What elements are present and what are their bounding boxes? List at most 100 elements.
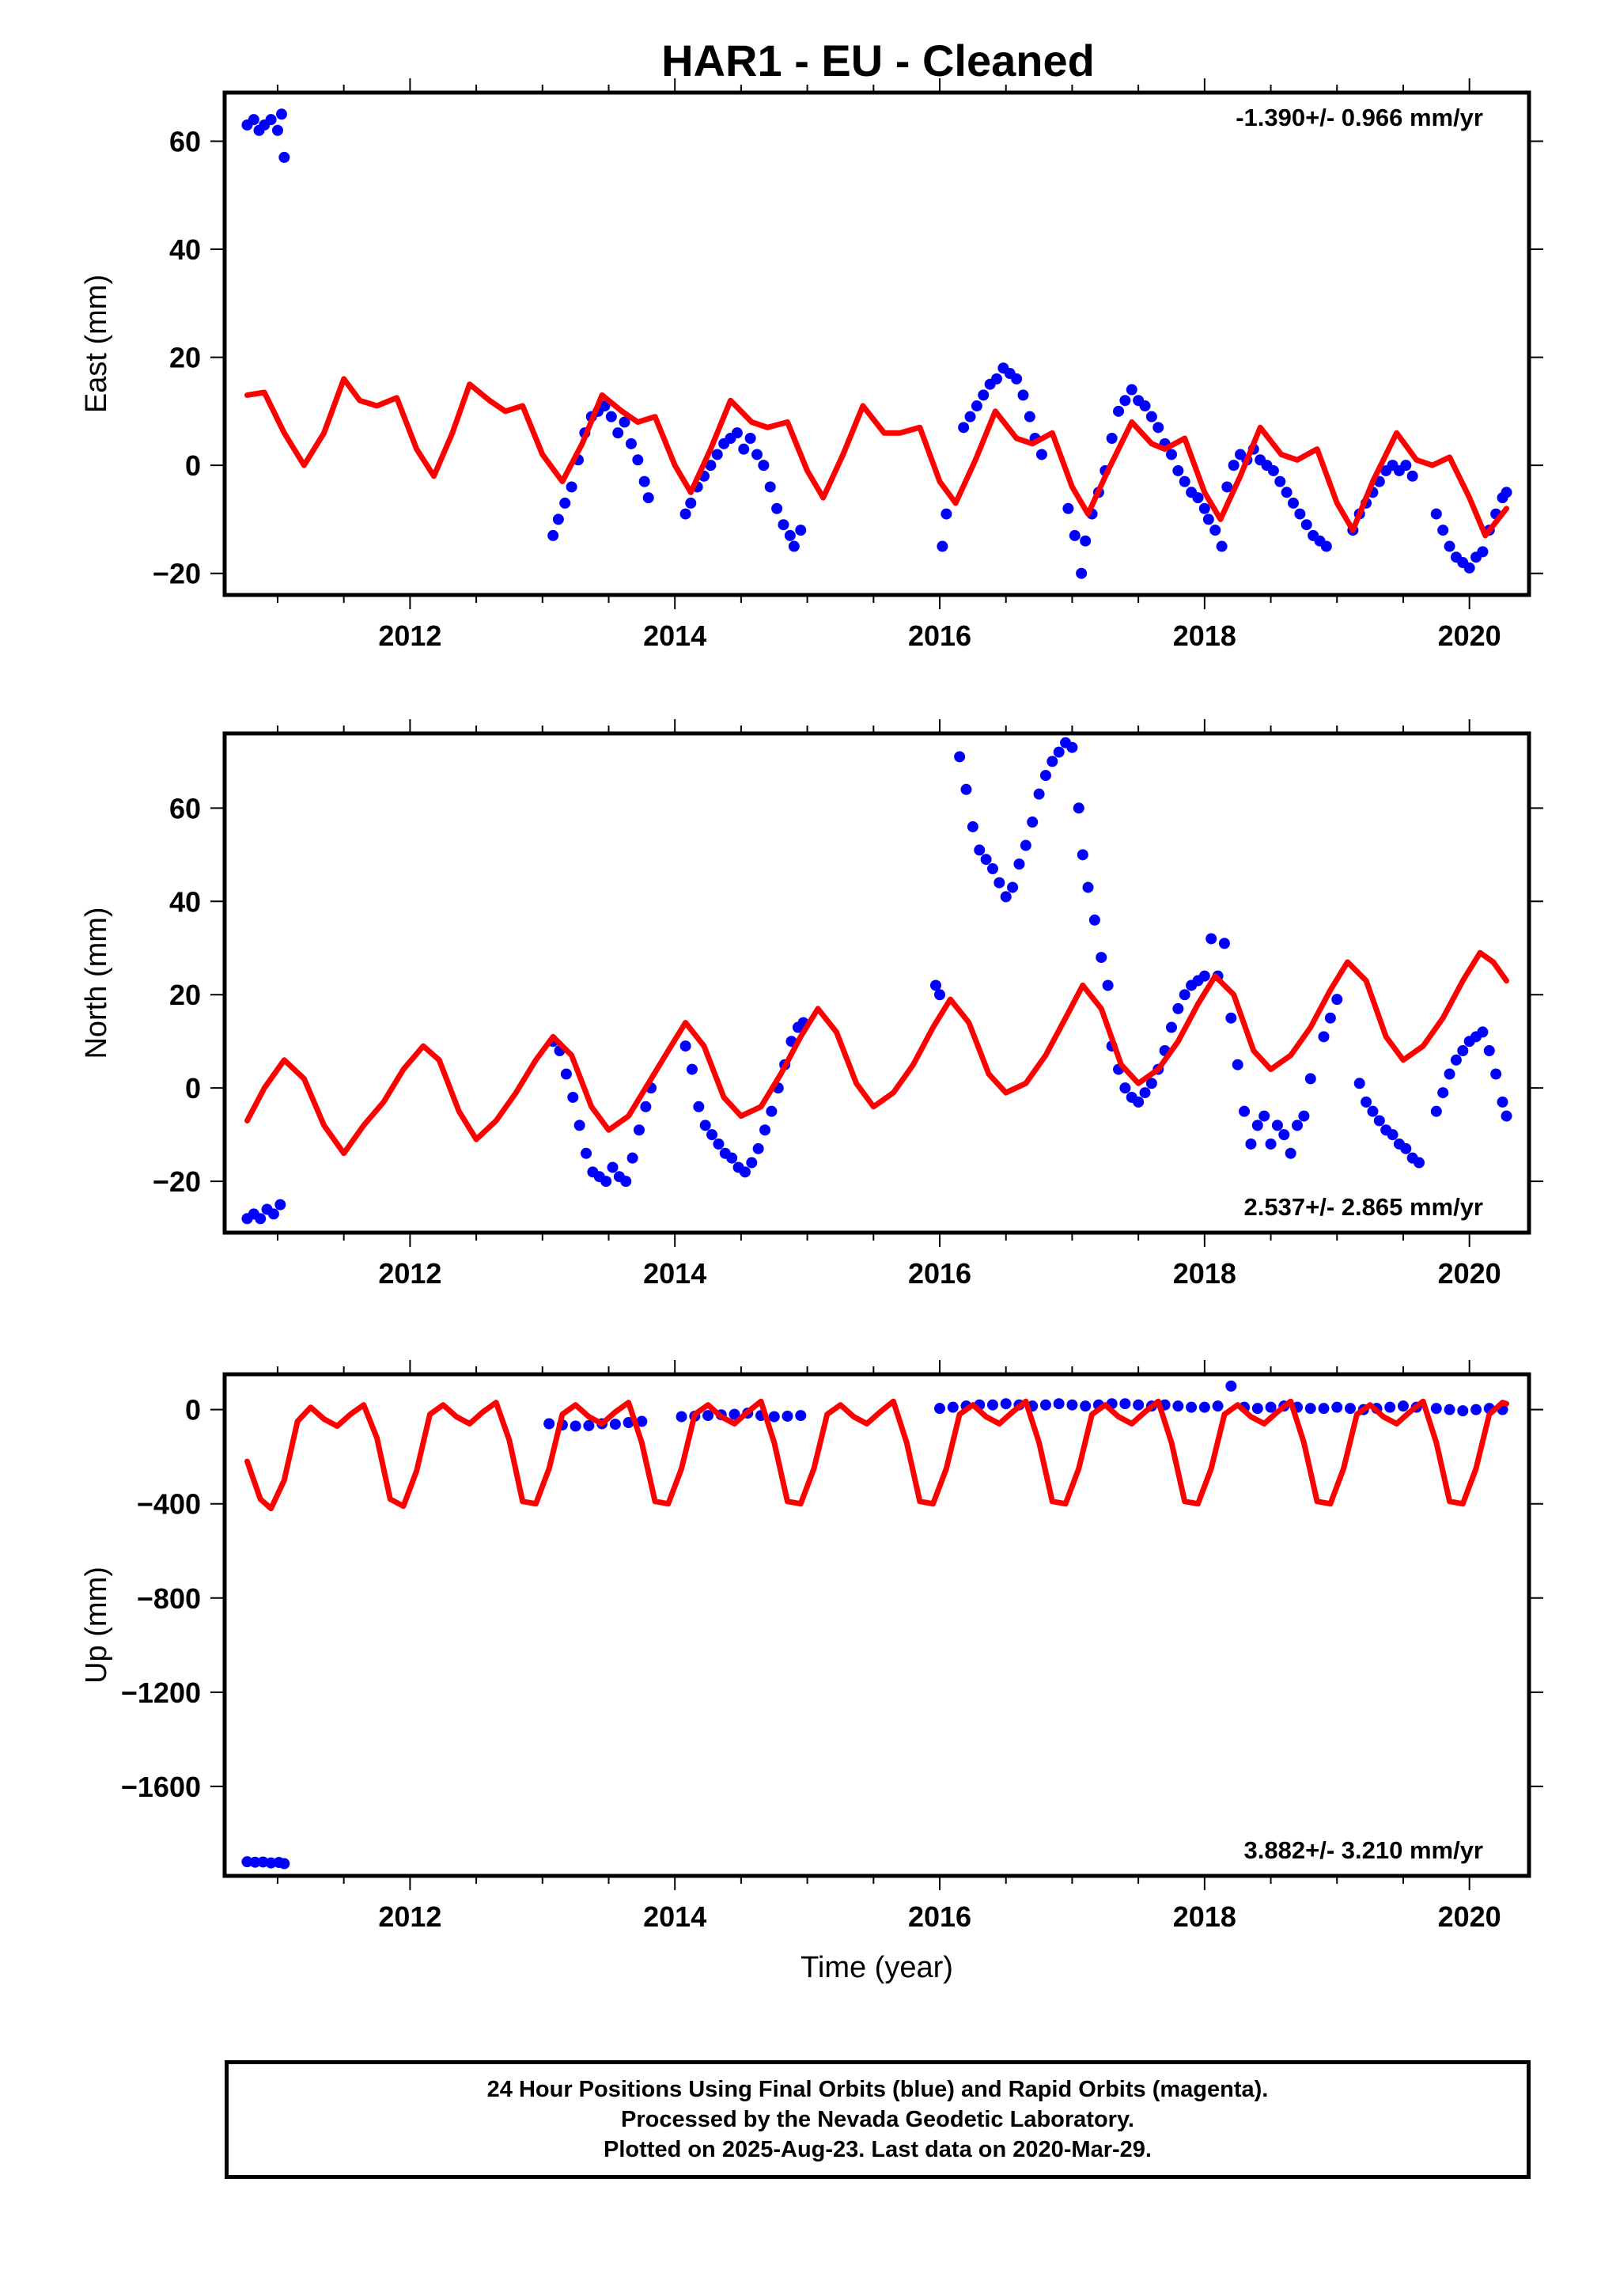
north-x-tick-label: 2016 bbox=[908, 1257, 971, 1290]
north-data-point bbox=[1251, 1120, 1263, 1131]
east-rate-annotation: -1.390+/- 0.966 mm/yr bbox=[1236, 104, 1483, 131]
east-data-point bbox=[1024, 411, 1035, 422]
north-data-point bbox=[1501, 1110, 1512, 1122]
panel-east: 2012 2014 2016 2018 2020 −20 0 20 40 60 East (mm) -… bbox=[80, 78, 1543, 652]
east-data-point bbox=[1192, 492, 1204, 504]
up-data-point bbox=[1318, 1403, 1330, 1415]
east-data-point bbox=[744, 432, 756, 444]
east-y-tick-label: 40 bbox=[169, 233, 201, 266]
east-data-point bbox=[795, 525, 807, 536]
north-y-axis-label: North (mm) bbox=[80, 907, 113, 1059]
east-model-line bbox=[244, 376, 1509, 539]
east-data-point bbox=[1198, 502, 1210, 514]
up-data-point bbox=[609, 1419, 621, 1430]
up-data-point bbox=[1444, 1404, 1455, 1415]
north-data-point bbox=[1450, 1054, 1462, 1066]
east-data-point bbox=[964, 411, 976, 422]
east-data-point bbox=[771, 502, 783, 514]
north-data-point bbox=[994, 877, 1005, 888]
north-data-point bbox=[1278, 1129, 1290, 1141]
north-data-point bbox=[934, 989, 946, 1001]
east-data-point bbox=[638, 475, 650, 487]
north-data-point bbox=[1324, 1012, 1336, 1024]
north-y-tick-label: 0 bbox=[185, 1072, 201, 1104]
north-data-point bbox=[1139, 1087, 1151, 1099]
east-data-point bbox=[1139, 400, 1151, 412]
north-data-point bbox=[1483, 1045, 1495, 1057]
east-data-point bbox=[1267, 464, 1279, 476]
east-y-tick-label: 20 bbox=[169, 342, 201, 374]
north-data-point bbox=[726, 1152, 738, 1164]
east-x-tick-label: 2016 bbox=[908, 619, 971, 652]
up-data-point bbox=[1172, 1400, 1184, 1412]
north-data-point bbox=[1304, 1073, 1316, 1085]
north-x-tick-label: 2014 bbox=[643, 1257, 706, 1290]
north-data-point bbox=[686, 1063, 698, 1075]
east-data-point bbox=[751, 449, 763, 460]
east-data-point bbox=[1501, 487, 1512, 498]
east-data-point bbox=[1300, 519, 1312, 531]
north-data-point bbox=[929, 979, 941, 991]
east-data-point bbox=[278, 151, 290, 163]
east-data-point bbox=[1463, 562, 1475, 574]
north-data-point bbox=[1367, 1105, 1379, 1117]
east-data-point bbox=[547, 529, 559, 541]
east-data-point bbox=[566, 481, 577, 493]
north-data-point bbox=[640, 1101, 652, 1112]
up-data-point bbox=[583, 1419, 595, 1431]
north-data-point bbox=[1007, 881, 1019, 893]
east-data-point bbox=[1320, 540, 1332, 552]
up-data-point bbox=[795, 1410, 807, 1422]
up-data-point bbox=[1397, 1400, 1409, 1412]
north-data-point bbox=[1265, 1138, 1277, 1150]
east-data-point bbox=[1119, 395, 1131, 407]
east-data-point bbox=[937, 540, 948, 552]
east-x-tick-label: 2012 bbox=[378, 619, 441, 652]
up-rate-annotation: 3.882+/- 3.210 mm/yr bbox=[1244, 1836, 1483, 1864]
north-data-point bbox=[1490, 1068, 1502, 1080]
up-data-point bbox=[1133, 1399, 1145, 1411]
east-data-point bbox=[991, 373, 1003, 385]
up-data-point bbox=[1384, 1401, 1396, 1413]
up-data-point bbox=[636, 1415, 648, 1427]
east-data-point bbox=[1437, 525, 1449, 536]
up-y-axis-label: Up (mm) bbox=[80, 1567, 113, 1684]
north-data-point bbox=[739, 1166, 751, 1178]
north-data-point bbox=[974, 844, 986, 856]
north-data-point bbox=[1165, 1021, 1177, 1033]
north-data-point bbox=[679, 1040, 691, 1052]
north-data-point bbox=[1430, 1105, 1442, 1117]
up-data-point bbox=[1119, 1398, 1131, 1410]
east-data-point bbox=[265, 114, 277, 126]
up-x-tick-label: 2020 bbox=[1438, 1900, 1501, 1933]
east-y-tick-label: 60 bbox=[169, 125, 201, 157]
north-data-point bbox=[1258, 1110, 1270, 1122]
north-data-point bbox=[1047, 756, 1058, 767]
east-data-point bbox=[248, 114, 259, 126]
up-data-point bbox=[782, 1410, 793, 1422]
north-data-point bbox=[274, 1199, 286, 1211]
east-x-tick-label: 2014 bbox=[643, 619, 706, 652]
east-data-point bbox=[758, 460, 770, 472]
north-data-point bbox=[960, 783, 972, 795]
east-data-point bbox=[625, 438, 637, 449]
east-data-point bbox=[642, 492, 654, 504]
east-data-point bbox=[1274, 475, 1286, 487]
north-data-point bbox=[1477, 1026, 1489, 1038]
north-data-point bbox=[633, 1124, 645, 1136]
north-data-point bbox=[1271, 1120, 1283, 1131]
north-data-point bbox=[1239, 1105, 1251, 1117]
north-data-point bbox=[1053, 746, 1065, 758]
east-y-axis-label: East (mm) bbox=[80, 275, 113, 413]
panel-north: 2012 2014 2016 2018 2020 −20 0 20 40 60 North (mm)… bbox=[80, 719, 1543, 1290]
up-data-point bbox=[1457, 1405, 1469, 1417]
east-data-point bbox=[1062, 502, 1074, 514]
up-x-axis-label: Time (year) bbox=[800, 1951, 953, 1984]
north-data-point bbox=[759, 1124, 771, 1136]
footer-line-1: 24 Hour Positions Using Final Orbits (bl… bbox=[486, 2077, 1269, 2102]
up-data-point bbox=[1344, 1403, 1356, 1415]
north-data-point bbox=[1013, 858, 1025, 870]
north-data-point bbox=[1133, 1096, 1145, 1108]
north-data-point bbox=[1444, 1068, 1455, 1080]
up-data-point bbox=[729, 1408, 740, 1420]
